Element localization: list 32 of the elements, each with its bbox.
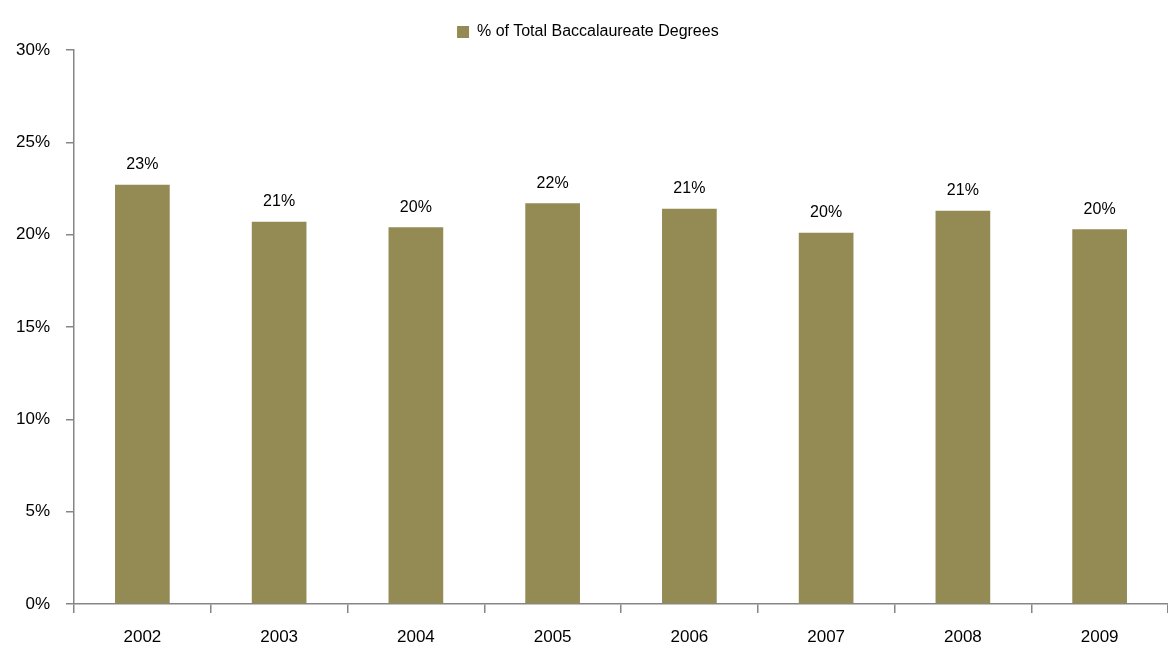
bar [388, 227, 444, 604]
x-tick-label: 2004 [396, 626, 435, 646]
bar [525, 203, 580, 604]
data-label: 20% [1083, 199, 1116, 217]
y-tick-label: 25% [15, 132, 50, 152]
y-tick-label: 10% [15, 409, 50, 429]
x-tick-label: 2008 [943, 626, 982, 646]
x-tick-label: 2005 [533, 626, 572, 646]
y-tick-label: 5% [25, 501, 50, 521]
bar [1072, 229, 1127, 604]
data-label: 20% [810, 203, 843, 221]
data-label: 23% [126, 155, 159, 173]
bar [798, 232, 854, 604]
x-tick-label: 2009 [1080, 626, 1119, 646]
x-tick-label: 2002 [123, 626, 162, 646]
legend-label: % of Total Baccalaureate Degrees [477, 22, 719, 40]
bar [115, 184, 170, 604]
bar [251, 221, 307, 604]
y-tick-label: 15% [15, 316, 50, 336]
data-label: 21% [263, 192, 296, 210]
bar [662, 208, 717, 604]
data-label: 21% [673, 179, 706, 197]
data-label: 21% [946, 181, 979, 199]
x-tick-label: 2003 [260, 626, 299, 646]
y-tick-label: 30% [15, 39, 50, 59]
data-label: 20% [399, 197, 432, 215]
x-tick-label: 2007 [807, 626, 846, 646]
x-tick-label: 2006 [670, 626, 709, 646]
bar [935, 210, 991, 604]
y-tick-label: 20% [15, 224, 50, 244]
y-tick-label: 0% [25, 593, 50, 613]
data-label: 22% [536, 173, 569, 191]
